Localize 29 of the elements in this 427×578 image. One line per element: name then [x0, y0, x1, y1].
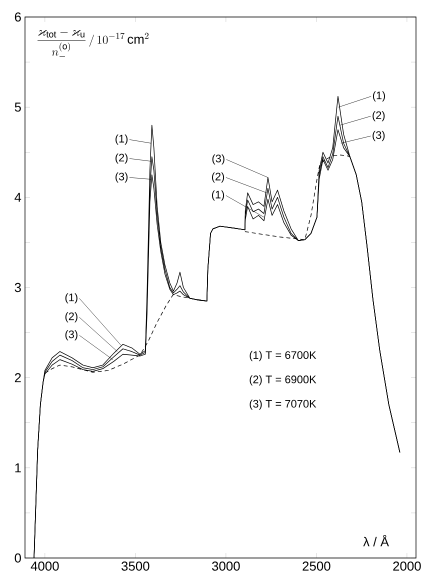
y-tick-label: 1 [15, 463, 21, 472]
annotation: (3) [116, 172, 128, 183]
y-tick-label: 3 [14, 282, 21, 292]
x-tick-label: 2500 [302, 562, 330, 571]
y-tick-label: 4 [14, 192, 22, 202]
annotation: (2) [65, 312, 78, 322]
annotation: (1) [372, 91, 386, 102]
y-axis-title: $\frac{\varkappa_{\mathrm{tot}}-\varkappa_{\mathrm{u}}}{n_{-}^{(\mathrm{o})}}\,/\,10^{-17}\,\mathrm{cm}^{2}$ [38, 30, 149, 57]
y-tick-label: 0 [14, 553, 21, 563]
annotation: (2) [372, 111, 385, 122]
x-tick-label: 3500 [122, 562, 150, 571]
x-tick-label: 4000 [30, 562, 59, 571]
y-tick-label: 2 [14, 373, 21, 382]
annotation: (1) T = 6700K [250, 350, 316, 362]
annotation: (1) [116, 134, 128, 145]
annotation: (3) [372, 130, 385, 142]
annotation: (3) T = 7070K [250, 400, 316, 410]
x-axis-title: λ / Å [363, 534, 389, 546]
annotation: (1) [65, 293, 78, 304]
y-tick-label: 6 [14, 12, 21, 22]
annotation: (2) [212, 172, 224, 183]
x-tick-label: 3000 [212, 562, 240, 571]
annotation: (2) [116, 153, 128, 164]
annotation: (3) [212, 154, 224, 165]
annotation: (2) T = 6900K [250, 375, 316, 386]
annotation: (1) [212, 190, 224, 201]
annotation: (3) [65, 330, 78, 340]
y-tick-label: 5 [14, 102, 21, 112]
x-tick-label: 2000 [393, 562, 421, 571]
